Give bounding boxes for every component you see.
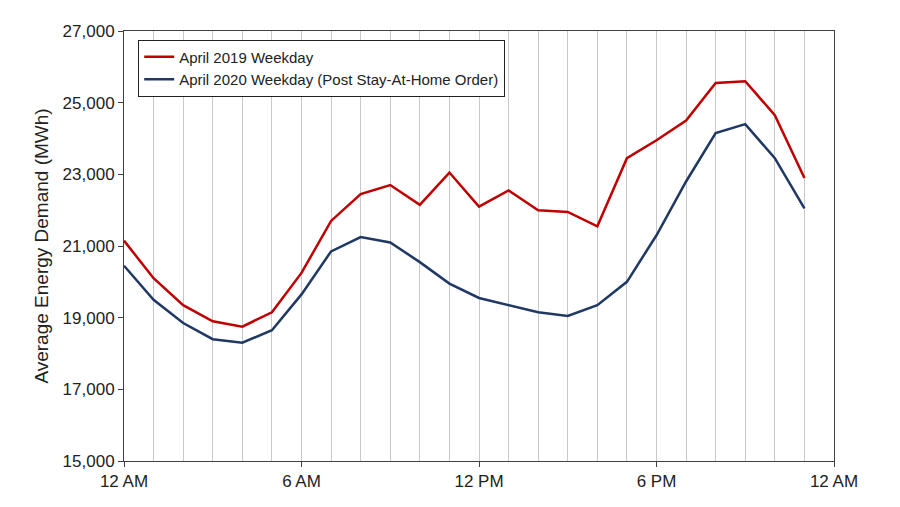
svg-text:15,000: 15,000 (63, 452, 115, 471)
svg-text:April 2020 Weekday (Post Stay-: April 2020 Weekday (Post Stay-At-Home Or… (179, 71, 498, 88)
svg-text:23,000: 23,000 (63, 165, 115, 184)
svg-text:April 2019 Weekday: April 2019 Weekday (179, 49, 313, 66)
svg-text:6 PM: 6 PM (637, 472, 677, 491)
svg-text:21,000: 21,000 (63, 237, 115, 256)
svg-text:6 AM: 6 AM (282, 472, 321, 491)
svg-text:12 AM: 12 AM (100, 472, 148, 491)
svg-text:12 AM: 12 AM (810, 472, 858, 491)
svg-text:19,000: 19,000 (63, 309, 115, 328)
svg-text:25,000: 25,000 (63, 94, 115, 113)
svg-text:17,000: 17,000 (63, 380, 115, 399)
svg-text:27,000: 27,000 (63, 22, 115, 41)
svg-text:12 PM: 12 PM (454, 472, 503, 491)
svg-text:Average Energy Demand (MWh): Average Energy Demand (MWh) (31, 108, 52, 383)
